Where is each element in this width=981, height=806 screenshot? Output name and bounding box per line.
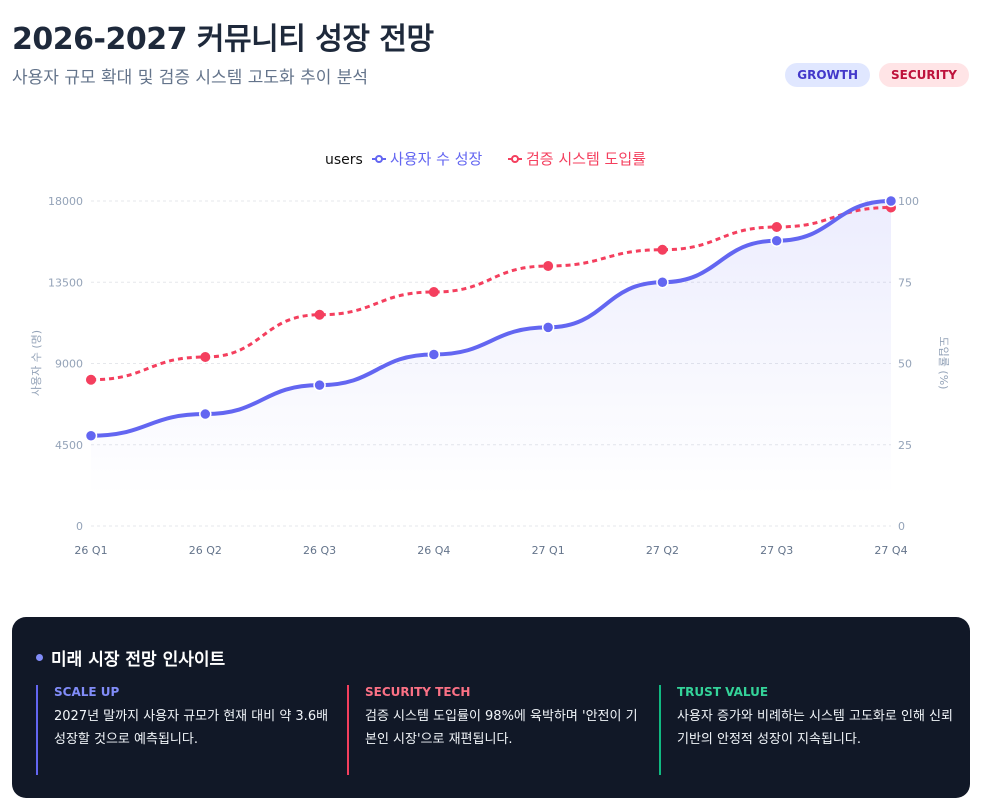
badges: GROWTH SECURITY — [785, 63, 969, 87]
users-point — [541, 321, 555, 334]
y-tick-label: 9000 — [55, 358, 83, 371]
insight-label: TRUST VALUE — [677, 685, 769, 699]
users-point — [84, 429, 98, 442]
page-title: 2026-2027 커뮤니티 성장 전망 — [12, 22, 434, 57]
legend-adoption-icon — [511, 155, 519, 163]
users-point — [656, 276, 669, 289]
adoption-point — [314, 309, 325, 320]
legend-users-growth-icon — [375, 155, 383, 163]
y2-tick-label: 50 — [898, 358, 912, 371]
x-tick-label: 26 Q2 — [189, 544, 222, 557]
insights-title: 미래 시장 전망 인사이트 — [36, 645, 225, 670]
x-tick-label: 27 Q3 — [760, 544, 793, 557]
y-tick-label: 13500 — [48, 276, 83, 289]
insight-label: SCALE UP — [54, 685, 120, 699]
y-axis-label: 사용자 수 (명) — [30, 330, 43, 396]
users-point — [313, 378, 326, 392]
insight-trust-value: TRUST VALUE 사용자 증가와 비례하는 시스템 고도화로 인해 신뢰 … — [659, 685, 957, 775]
insight-text: 2027년 말까지 사용자 규모가 현재 대비 약 3.6배 성장할 것으로 예… — [54, 709, 329, 747]
adoption-point — [428, 287, 439, 297]
x-tick-label: 27 Q2 — [646, 544, 679, 557]
y2-axis-label: 도입률 (%) — [937, 337, 950, 390]
adoption-point — [543, 261, 554, 271]
adoption-point — [200, 352, 211, 362]
adoption-point — [771, 222, 782, 232]
adoption-line — [90, 206, 892, 382]
y-tick-label: 18000 — [48, 195, 83, 208]
y2-tick-label: 100 — [898, 195, 919, 208]
y2-tick-label: 25 — [898, 439, 912, 452]
users-point — [199, 407, 212, 421]
adoption-point — [657, 244, 668, 255]
page-subtitle: 사용자 규모 확대 및 검증 시스템 고도화 추이 분석 — [12, 68, 369, 88]
legend-users: users — [325, 152, 363, 168]
x-tick-label: 27 Q4 — [874, 544, 907, 557]
insight-label: SECURITY TECH — [365, 685, 471, 699]
legend-users-growth: 사용자 수 성장 — [390, 150, 483, 168]
users-point — [770, 234, 783, 247]
x-tick-label: 26 Q4 — [417, 544, 450, 557]
y-tick-label: 0 — [76, 520, 83, 533]
users-area — [91, 201, 891, 496]
insights-title-text: 미래 시장 전망 인사이트 — [51, 650, 226, 670]
insight-text: 검증 시스템 도입률이 98%에 육박하며 '안전이 기본인 시장'으로 재편됩… — [365, 709, 638, 747]
adoption-point — [86, 374, 96, 385]
x-tick-label: 27 Q1 — [532, 544, 565, 557]
x-tick-label: 26 Q3 — [303, 544, 336, 557]
x-tick-label: 26 Q1 — [74, 544, 107, 557]
growth-chart: 0 0 4500 25 9000 50 13500 75 18000 100 26 Q1 26 Q2 2… — [30, 150, 950, 557]
users-point — [884, 194, 898, 208]
bullet-icon — [36, 654, 43, 661]
y2-tick-label: 0 — [898, 520, 905, 533]
insight-security-tech: SECURITY TECH 검증 시스템 도입률이 98%에 육박하며 '안전이… — [347, 685, 645, 775]
insight-text: 사용자 증가와 비례하는 시스템 고도화로 인해 신뢰 기반의 안정적 성장이 … — [677, 709, 953, 747]
y2-tick-label: 75 — [898, 276, 912, 289]
insight-scale-up: SCALE UP 2027년 말까지 사용자 규모가 현재 대비 약 3.6배 … — [36, 685, 334, 775]
security-badge: SECURITY — [879, 63, 969, 87]
users-line — [90, 199, 892, 438]
users-point — [427, 348, 441, 361]
legend-adoption: 검증 시스템 도입률 — [526, 150, 646, 168]
insights-panel: 미래 시장 전망 인사이트 SCALE UP 2027년 말까지 사용자 규모가… — [12, 617, 970, 798]
growth-badge: GROWTH — [785, 63, 871, 87]
y-tick-label: 4500 — [55, 439, 83, 452]
